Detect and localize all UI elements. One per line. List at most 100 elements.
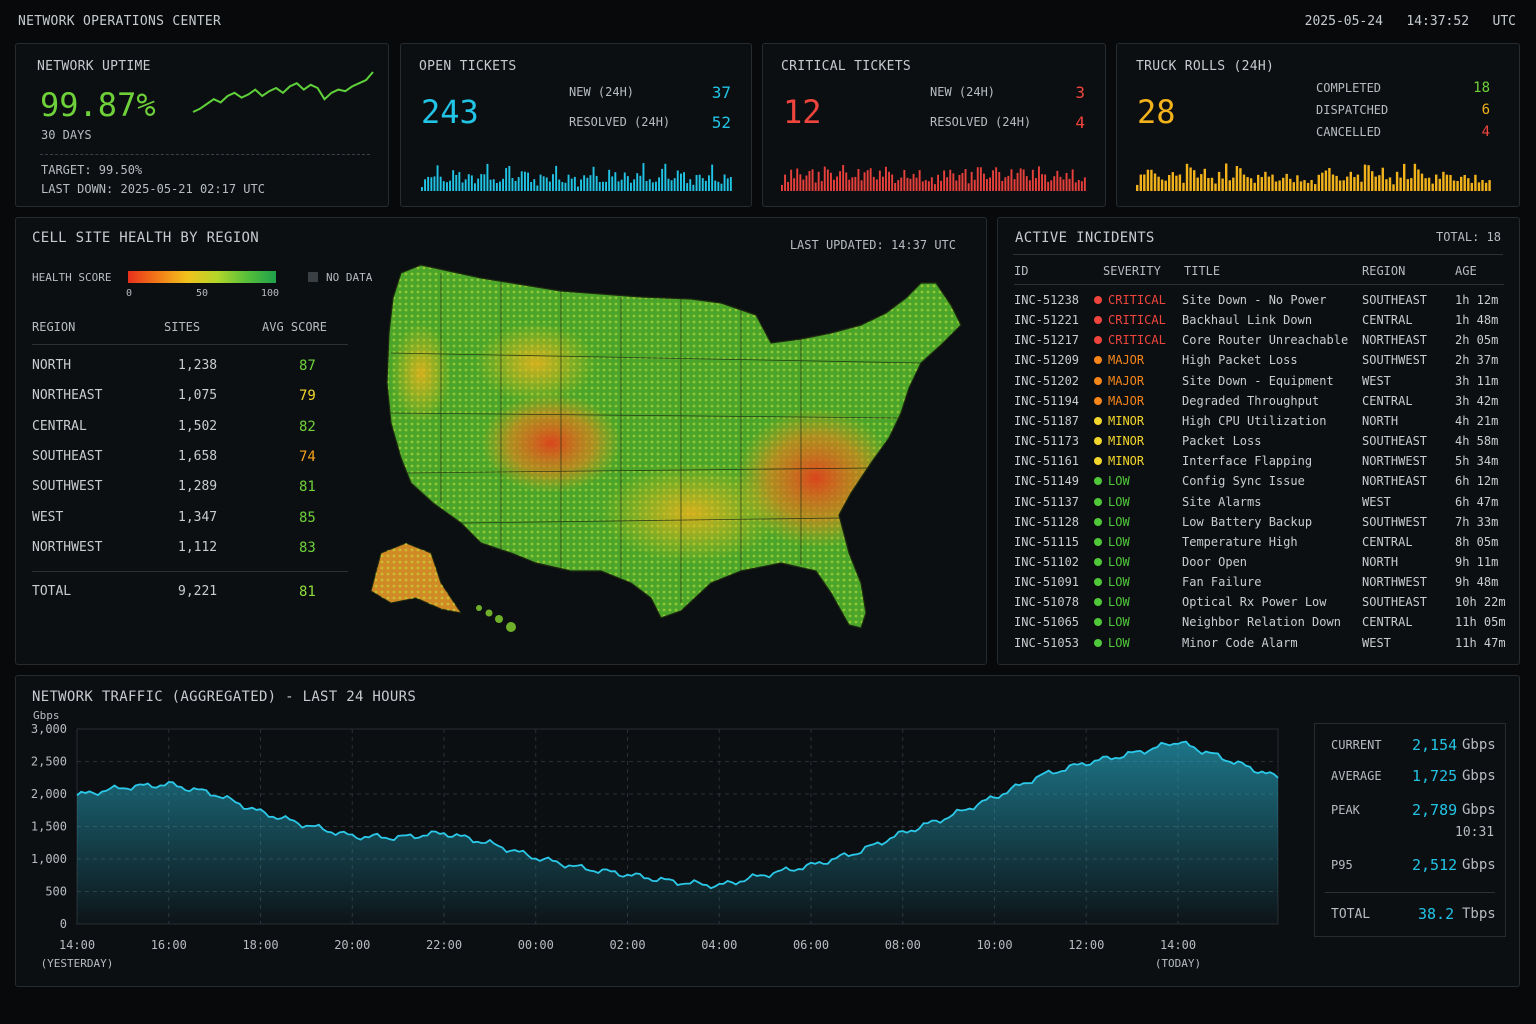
histogram-bar	[1410, 178, 1413, 191]
hawaii-region	[476, 605, 516, 632]
histogram-bar	[477, 178, 480, 191]
histogram-bar	[683, 172, 685, 191]
severity-dot-icon	[1094, 578, 1102, 587]
histogram-bar	[698, 174, 701, 191]
incident-severity: CRITICAL	[1094, 333, 1166, 347]
region-row[interactable]: SOUTHWEST 1,289 81	[32, 479, 348, 501]
y-axis-label: Gbps	[33, 709, 60, 722]
incident-row[interactable]: INC-51209 MAJOR High Packet Loss SOUTHWEST 2…	[1014, 353, 1514, 373]
histogram-bar	[655, 181, 657, 191]
y-tick-label: 2,500	[31, 755, 67, 769]
incident-row[interactable]: INC-51078 LOW Optical Rx Power Low SOUTHEAS…	[1014, 595, 1514, 615]
severity-dot-icon	[1094, 416, 1102, 425]
incident-row[interactable]: INC-51091 LOW Fan Failure NORTHWEST 9h 48m	[1014, 575, 1514, 595]
histogram-bar	[489, 179, 492, 191]
histogram-bar	[973, 179, 976, 191]
histogram-bar	[1282, 177, 1285, 191]
histogram-bar	[636, 173, 639, 191]
histogram-bar	[983, 173, 985, 191]
histogram-bar	[1136, 184, 1139, 191]
truck-rolls-card[interactable]: TRUCK ROLLS (24H) 28 COMPLETED 18 DISPAT…	[1116, 43, 1520, 207]
histogram-bar	[561, 182, 564, 191]
histogram-bar	[1210, 177, 1214, 191]
severity-dot-icon	[1094, 618, 1102, 627]
histogram-bar	[1328, 168, 1331, 191]
histogram-bar	[520, 171, 523, 191]
incident-row[interactable]: INC-51149 LOW Config Sync Issue NORTHEAST 6h…	[1014, 474, 1514, 494]
incident-row[interactable]: INC-51161 MINOR Interface Flapping NORTHWES…	[1014, 454, 1514, 474]
incident-age: 1h 12m	[1455, 293, 1499, 307]
histogram-bar	[714, 180, 717, 191]
histogram-bar	[1228, 180, 1231, 191]
incident-row[interactable]: INC-51173 MINOR Packet Loss SOUTHEAST 4h 58m	[1014, 434, 1514, 454]
incident-row[interactable]: INC-51137 LOW Site Alarms WEST 6h 47m	[1014, 495, 1514, 515]
legend-mid: 50	[196, 288, 209, 299]
region-sites: 1,502	[178, 418, 218, 434]
region-name: SOUTHWEST	[32, 479, 103, 495]
uptime-card[interactable]: NETWORK UPTIME 99.87% 30 DAYS TARGET: 99…	[15, 43, 389, 207]
incident-title: Neighbor Relation Down	[1182, 615, 1341, 630]
incident-row[interactable]: INC-51053 LOW Minor Code Alarm WEST 11h 47m	[1014, 636, 1514, 656]
incident-row[interactable]: INC-51202 MAJOR Site Down - Equipment WEST 3…	[1014, 374, 1514, 394]
incident-row[interactable]: INC-51238 CRITICAL Site Down - No Power SOU…	[1014, 293, 1514, 313]
histogram-bar	[664, 163, 667, 191]
incident-row[interactable]: INC-51065 LOW Neighbor Relation Down CENTRA…	[1014, 615, 1514, 635]
incident-row[interactable]: INC-51221 CRITICAL Backhaul Link Down CENTR…	[1014, 313, 1514, 333]
histogram-bar	[1417, 169, 1420, 191]
histogram-bar	[455, 175, 458, 191]
histogram-bar	[1435, 174, 1438, 191]
region-name: CENTRAL	[32, 418, 87, 434]
incident-row[interactable]: INC-51102 LOW Door Open NORTH 9h 11m	[1014, 555, 1514, 575]
cell-health-updated: LAST UPDATED: 14:37 UTC	[789, 238, 956, 252]
average-label: AVERAGE	[1331, 769, 1382, 783]
incident-row[interactable]: INC-51217 CRITICAL Core Router Unreachable…	[1014, 333, 1514, 353]
histogram-bar	[1214, 183, 1217, 191]
incident-age: 5h 34m	[1455, 454, 1499, 469]
incident-title: Packet Loss	[1182, 434, 1262, 449]
histogram-bar	[686, 183, 689, 191]
open-tickets-card[interactable]: OPEN TICKETS 243 NEW (24H) 37 RESOLVED (…	[400, 43, 752, 207]
region-row[interactable]: NORTHWEST 1,112 83	[32, 540, 348, 562]
region-row[interactable]: WEST 1,347 85	[32, 510, 348, 532]
incident-row[interactable]: INC-51115 LOW Temperature High CENTRAL 8h 05…	[1014, 535, 1514, 555]
histogram-bar	[1056, 170, 1059, 191]
incident-id: INC-51102	[1014, 554, 1080, 569]
histogram-bar	[872, 176, 875, 191]
incident-title: Backhaul Link Down	[1182, 313, 1313, 328]
histogram-bar	[1225, 163, 1228, 191]
histogram-bar	[533, 179, 536, 191]
histogram-bar	[1278, 180, 1281, 191]
region-row[interactable]: SOUTHEAST 1,658 74	[32, 449, 348, 471]
region-row[interactable]: NORTH 1,238 87	[32, 358, 348, 380]
open-new-label: NEW (24H)	[569, 85, 635, 99]
incident-age: 8h 05m	[1455, 534, 1499, 549]
incident-row[interactable]: INC-51194 MAJOR Degraded Throughput CENTRAL…	[1014, 394, 1514, 414]
histogram-bar	[517, 177, 520, 191]
incident-row[interactable]: INC-51128 LOW Low Battery Backup SOUTHWEST 7…	[1014, 515, 1514, 535]
incident-row[interactable]: INC-51187 MINOR High CPU Utilization NORTH 4…	[1014, 414, 1514, 434]
health-score-gradient	[128, 271, 276, 283]
histogram-bar	[970, 171, 973, 191]
histogram-bar	[1303, 180, 1306, 191]
region-row[interactable]: NORTHEAST 1,075 79	[32, 388, 348, 410]
incident-severity: LOW	[1094, 595, 1130, 609]
histogram-bar	[1139, 174, 1142, 191]
region-row[interactable]: CENTRAL 1,502 82	[32, 419, 348, 441]
x-tick-label: 08:00	[885, 938, 921, 952]
histogram-bar	[427, 176, 430, 191]
histogram-bar	[1388, 177, 1392, 191]
critical-tickets-card[interactable]: CRITICAL TICKETS 12 NEW (24H) 3 RESOLVED…	[762, 43, 1106, 207]
histogram-bar	[888, 171, 890, 191]
incident-region: NORTHWEST	[1362, 575, 1428, 590]
histogram-bar	[505, 168, 508, 191]
histogram-bar	[903, 170, 906, 191]
histogram-bar	[1080, 181, 1083, 191]
histogram-bar	[1481, 180, 1484, 191]
histogram-bar	[564, 182, 567, 191]
incident-id: INC-51202	[1014, 373, 1080, 388]
critical-tickets-title: CRITICAL TICKETS	[781, 59, 912, 74]
histogram-bar	[1182, 182, 1185, 191]
histogram-bar	[470, 175, 473, 191]
us-health-map[interactable]	[361, 253, 981, 658]
